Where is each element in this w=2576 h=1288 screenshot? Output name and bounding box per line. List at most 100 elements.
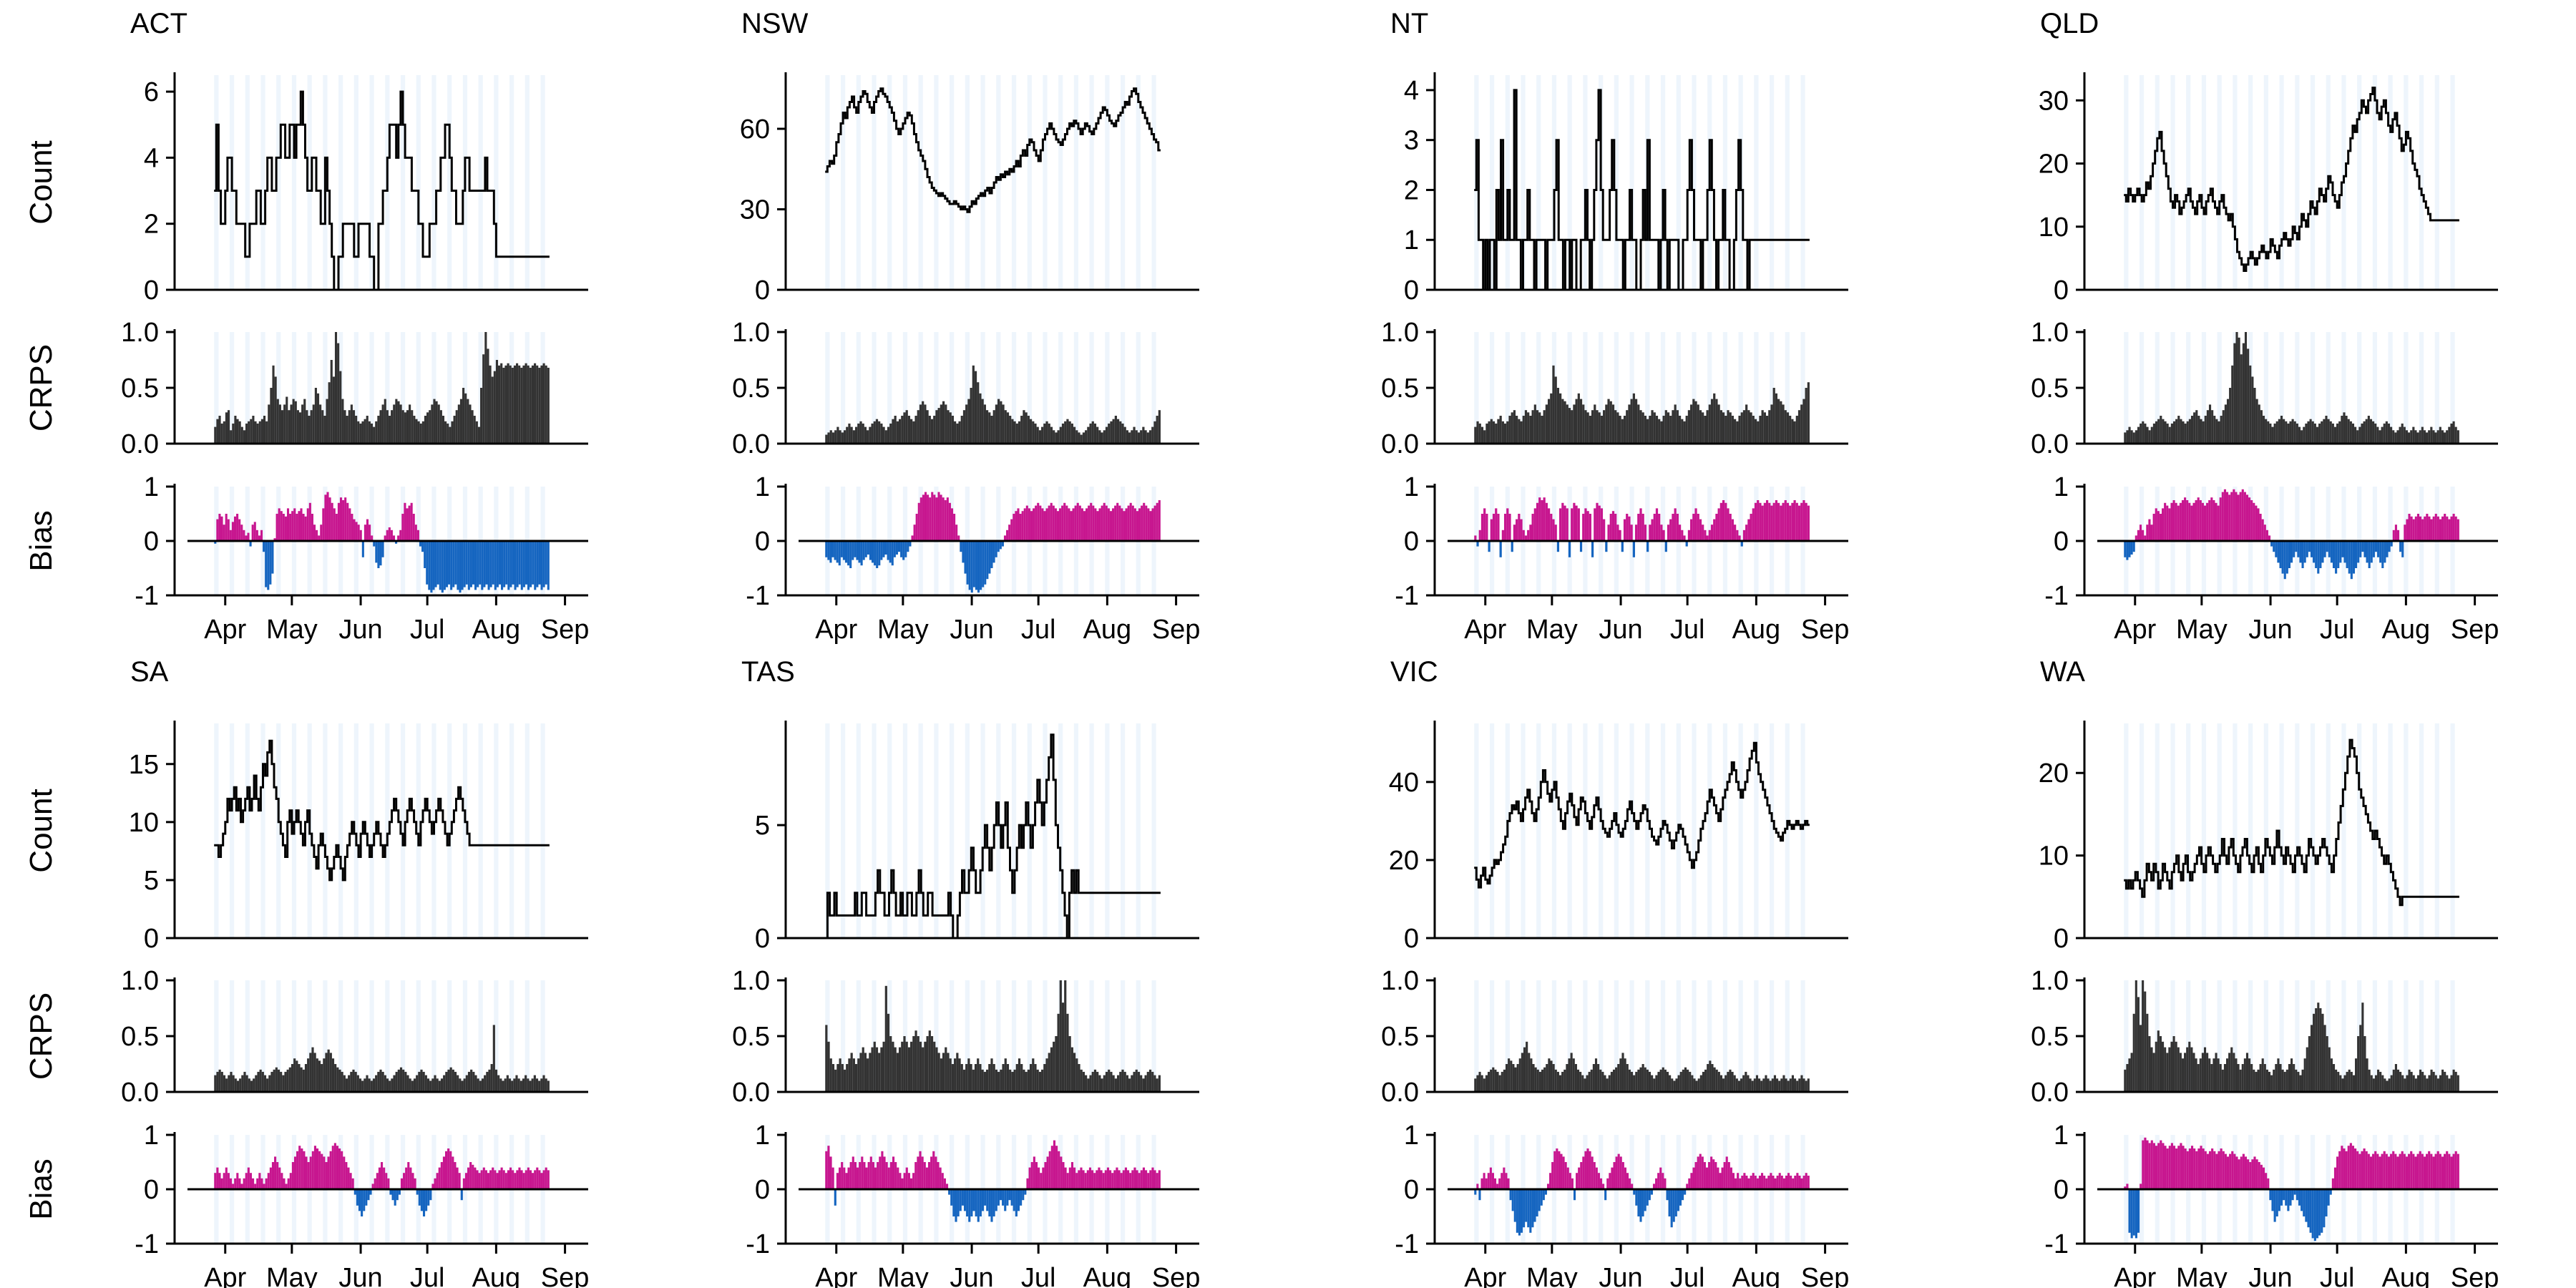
y-tick-label: 20 [1389,846,1419,876]
weekend-shade [478,723,483,938]
bias-bar [1125,508,1128,541]
y-tick-label: 4 [144,143,159,173]
crps-bar [1492,421,1496,444]
crps-bar [974,1064,977,1092]
crps-bar [2318,423,2321,444]
bias-bar [1666,1189,1669,1201]
crps-bar [294,401,297,444]
crps-bar [1105,1071,1108,1092]
bias-bar [831,541,834,557]
bias-bar [2337,541,2340,568]
bias-bar [893,541,896,557]
weekend-shade [1121,75,1126,290]
crps-bar [2148,1036,2151,1092]
bias-bar [970,1189,973,1216]
bias-bar [538,1170,541,1189]
bias-bar [1633,1189,1636,1195]
bias-bar [995,541,997,557]
crps-bar [1093,423,1097,444]
bias-bar [1738,535,1741,541]
crps-bar [1123,1071,1126,1092]
bias-bar [952,1189,955,1216]
bias-bar [2419,1151,2421,1189]
crps-bar [329,1053,332,1092]
crps-bar [979,393,982,444]
bias-bar [2166,505,2169,541]
bias-bar [220,1178,223,1189]
bias-bar [2204,1151,2207,1189]
y-tick-label: 0 [144,1175,159,1205]
bias-bar [2457,1153,2459,1189]
crps-bar [2348,1069,2351,1092]
bias-bar [979,1189,982,1216]
weekend-shade [1660,332,1666,444]
bias-bar [2293,1189,2296,1195]
crps-bar [2406,1075,2409,1092]
bias-bar [2426,514,2429,541]
crps-bar [2335,1069,2338,1092]
bias-bar [1513,1189,1516,1222]
bias-bar [296,514,298,541]
bias-bar [300,508,303,541]
bias-bar [1525,1189,1528,1222]
crps-bar [2319,1008,2322,1092]
crps-bar [260,419,263,444]
bias-bar [335,514,338,541]
crps-bar [1776,1078,1779,1092]
y-tick-label: 1.0 [732,966,770,996]
bias-bar [2394,525,2397,541]
bias-bar [907,1173,910,1189]
crps-bar [2265,419,2268,444]
crps-bar [307,1058,310,1092]
x-tick-label: Jun [2248,615,2292,645]
bias-bar [1516,1189,1518,1233]
crps-bar [2309,419,2312,444]
bias-bar [2352,541,2355,574]
weekend-shade [1105,980,1110,1092]
crps-bar [449,426,452,444]
bias-bar [442,1156,445,1189]
bias-bar [426,541,429,585]
crps-bar [323,416,326,444]
bias-bar [449,1151,452,1189]
bias-bar [1505,1173,1508,1189]
bias-bar [2444,514,2446,541]
crps-bar [520,367,523,444]
bias-bar [2414,1156,2417,1189]
crps-bar [1085,1075,1088,1092]
weekend-shade [1474,332,1479,444]
bias-bar [909,541,912,547]
bias-axis-label: Bias [24,1158,59,1220]
crps-bar [2336,423,2339,444]
x-tick-label: Aug [2382,615,2431,645]
crps-bar [463,1078,466,1092]
crps-bar [1034,423,1037,444]
crps-bar [2446,1075,2449,1092]
crps-bar [2452,421,2455,444]
crps-bar [341,1071,343,1092]
y-tick-label: -1 [2044,581,2069,611]
bias-bar [1628,516,1631,541]
weekend-shade [260,332,265,444]
bias-bar [416,530,419,541]
crps-bar [330,360,333,444]
crps-bar [2206,1053,2209,1092]
crps-bar [1490,1069,1493,1092]
crps-bar [1784,410,1787,444]
crps-bar [515,1075,518,1092]
weekend-shade [2233,75,2238,290]
crps-bar [1123,426,1126,444]
bias-bar [1485,514,1488,541]
crps-bar [538,1080,541,1092]
crps-bar [214,426,217,444]
weekend-shade [2248,723,2253,938]
crps-bar [452,1069,454,1092]
bias-bar [1715,514,1718,541]
crps-bar [1061,1002,1065,1092]
bias-bar [885,1162,888,1189]
bias-bar [847,541,850,566]
bias-bar [2412,519,2415,541]
bias-bar [2270,541,2273,547]
bias-bar [2450,1156,2453,1189]
crps-bar [413,1078,416,1092]
